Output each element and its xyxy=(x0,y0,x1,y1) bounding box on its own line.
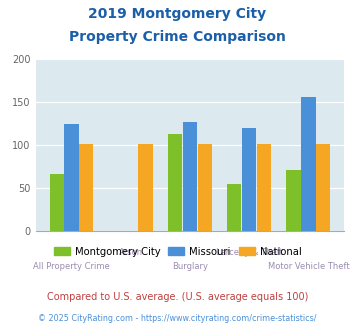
Bar xyxy=(198,144,212,231)
Text: All Property Crime: All Property Crime xyxy=(33,262,110,271)
Text: Motor Vehicle Theft: Motor Vehicle Theft xyxy=(268,262,349,271)
Bar xyxy=(242,128,256,231)
Legend: Montgomery City, Missouri, National: Montgomery City, Missouri, National xyxy=(50,243,305,261)
Bar xyxy=(79,144,93,231)
Bar xyxy=(316,144,330,231)
Bar xyxy=(183,122,197,231)
Text: Larceny & Theft: Larceny & Theft xyxy=(216,248,283,257)
Bar xyxy=(64,124,78,231)
Text: Arson: Arson xyxy=(119,248,143,257)
Bar xyxy=(138,144,153,231)
Bar xyxy=(50,174,64,231)
Bar xyxy=(301,97,316,231)
Text: © 2025 CityRating.com - https://www.cityrating.com/crime-statistics/: © 2025 CityRating.com - https://www.city… xyxy=(38,314,317,323)
Text: Burglary: Burglary xyxy=(172,262,208,271)
Bar xyxy=(168,134,182,231)
Text: Compared to U.S. average. (U.S. average equals 100): Compared to U.S. average. (U.S. average … xyxy=(47,292,308,302)
Bar xyxy=(227,184,241,231)
Bar xyxy=(286,170,301,231)
Text: Property Crime Comparison: Property Crime Comparison xyxy=(69,30,286,44)
Text: 2019 Montgomery City: 2019 Montgomery City xyxy=(88,7,267,20)
Bar xyxy=(257,144,271,231)
